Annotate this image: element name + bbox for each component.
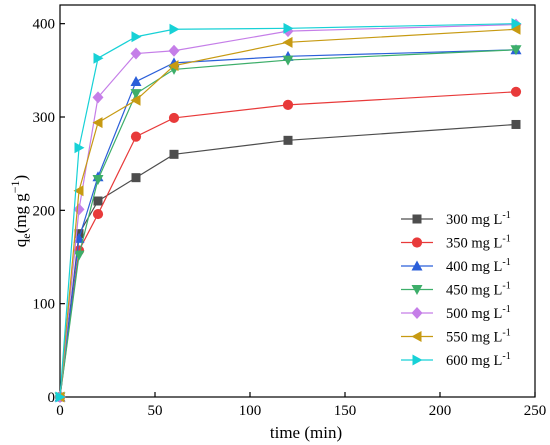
data-point [73,250,85,261]
data-point [93,52,104,64]
y-axis-label: qe(mg g−1) [8,175,33,247]
data-point [283,135,293,145]
y-axis-label-sup: −1 [8,180,22,193]
data-point [92,117,103,129]
legend-marker [411,237,423,248]
series-group [54,18,522,403]
data-point [282,36,293,48]
plot-frame [59,4,536,398]
legend-label: 600 mg L-1 [446,351,511,369]
x-tick-label: 100 [239,403,262,419]
data-point [511,119,521,129]
y-tick-label: 400 [33,17,56,33]
legend-label-sup: -1 [502,328,510,339]
legend-marker [412,354,423,366]
x-tick-label: 150 [334,403,357,419]
data-point [74,142,85,154]
data-point [130,76,142,87]
legend-label-sup: -1 [502,304,510,315]
legend-marker [411,285,423,295]
x-tick-label: 200 [429,403,452,419]
y-axis-label-close: ) [11,175,30,181]
series [55,18,522,403]
data-point [169,23,180,35]
legend-marker [411,331,422,342]
data-point [130,131,142,142]
legend-label: 400 mg L-1 [446,257,511,275]
legend-label: 450 mg L-1 [446,281,511,299]
legend-marker [411,260,423,271]
legend: 300 mg L-1 350 mg L-1 400 mg L-1 450 mg L-1… [401,210,511,369]
data-point [130,94,141,106]
data-point [169,149,179,159]
x-tick-label: 0 [56,403,64,419]
data-point [168,112,180,124]
legend-item: 450 mg L-1 [401,281,511,299]
data-point [55,391,66,403]
x-tick-label: 250 [524,403,547,419]
y-axis-label-rest: (mg g [11,193,30,234]
data-point [510,45,522,56]
data-point [283,22,294,34]
legend-label: 300 mg L-1 [446,210,511,228]
data-point [73,203,85,216]
legend-item: 400 mg L-1 [401,257,511,275]
legend-label: 350 mg L-1 [446,234,511,252]
y-tick-label: 100 [33,297,56,313]
legend-label-sup: -1 [502,257,510,268]
x-tick-label: 50 [148,403,163,419]
data-point [130,89,142,100]
y-tick-label: 200 [33,203,56,219]
data-point [92,175,104,186]
data-point [168,60,179,72]
y-axis-label-sub: e [19,233,33,238]
legend-label-sup: -1 [502,351,510,362]
y-tick-label: 300 [33,110,56,126]
legend-label-sup: -1 [502,281,510,292]
data-point [130,47,142,60]
legend-item: 300 mg L-1 [401,210,511,228]
legend-marker [411,307,423,319]
legend-label: 500 mg L-1 [446,304,511,322]
legend-item: 550 mg L-1 [401,328,511,346]
data-point [510,86,522,97]
data-point [510,23,521,35]
data-point [282,99,294,110]
data-point [92,208,104,220]
data-point [131,173,141,183]
legend-marker [412,214,422,224]
data-point [131,31,142,43]
x-axis-label: time (min) [270,423,342,442]
y-axis-label-main: q [11,238,30,247]
legend-label-sup: -1 [502,210,510,221]
legend-item: 600 mg L-1 [401,351,511,369]
y-tick-label: 0 [48,390,56,406]
data-point [93,196,103,206]
legend-item: 350 mg L-1 [401,234,511,252]
legend-label: 550 mg L-1 [446,328,511,346]
legend-item: 500 mg L-1 [401,304,511,322]
data-point [92,91,104,104]
data-point [73,185,84,197]
axes: 0 50 100 150 200 250 0 100 200 300 400 [33,4,547,419]
data-point [511,18,522,30]
data-point [282,55,294,66]
legend-label-sup: -1 [502,234,510,245]
data-point [168,44,180,57]
